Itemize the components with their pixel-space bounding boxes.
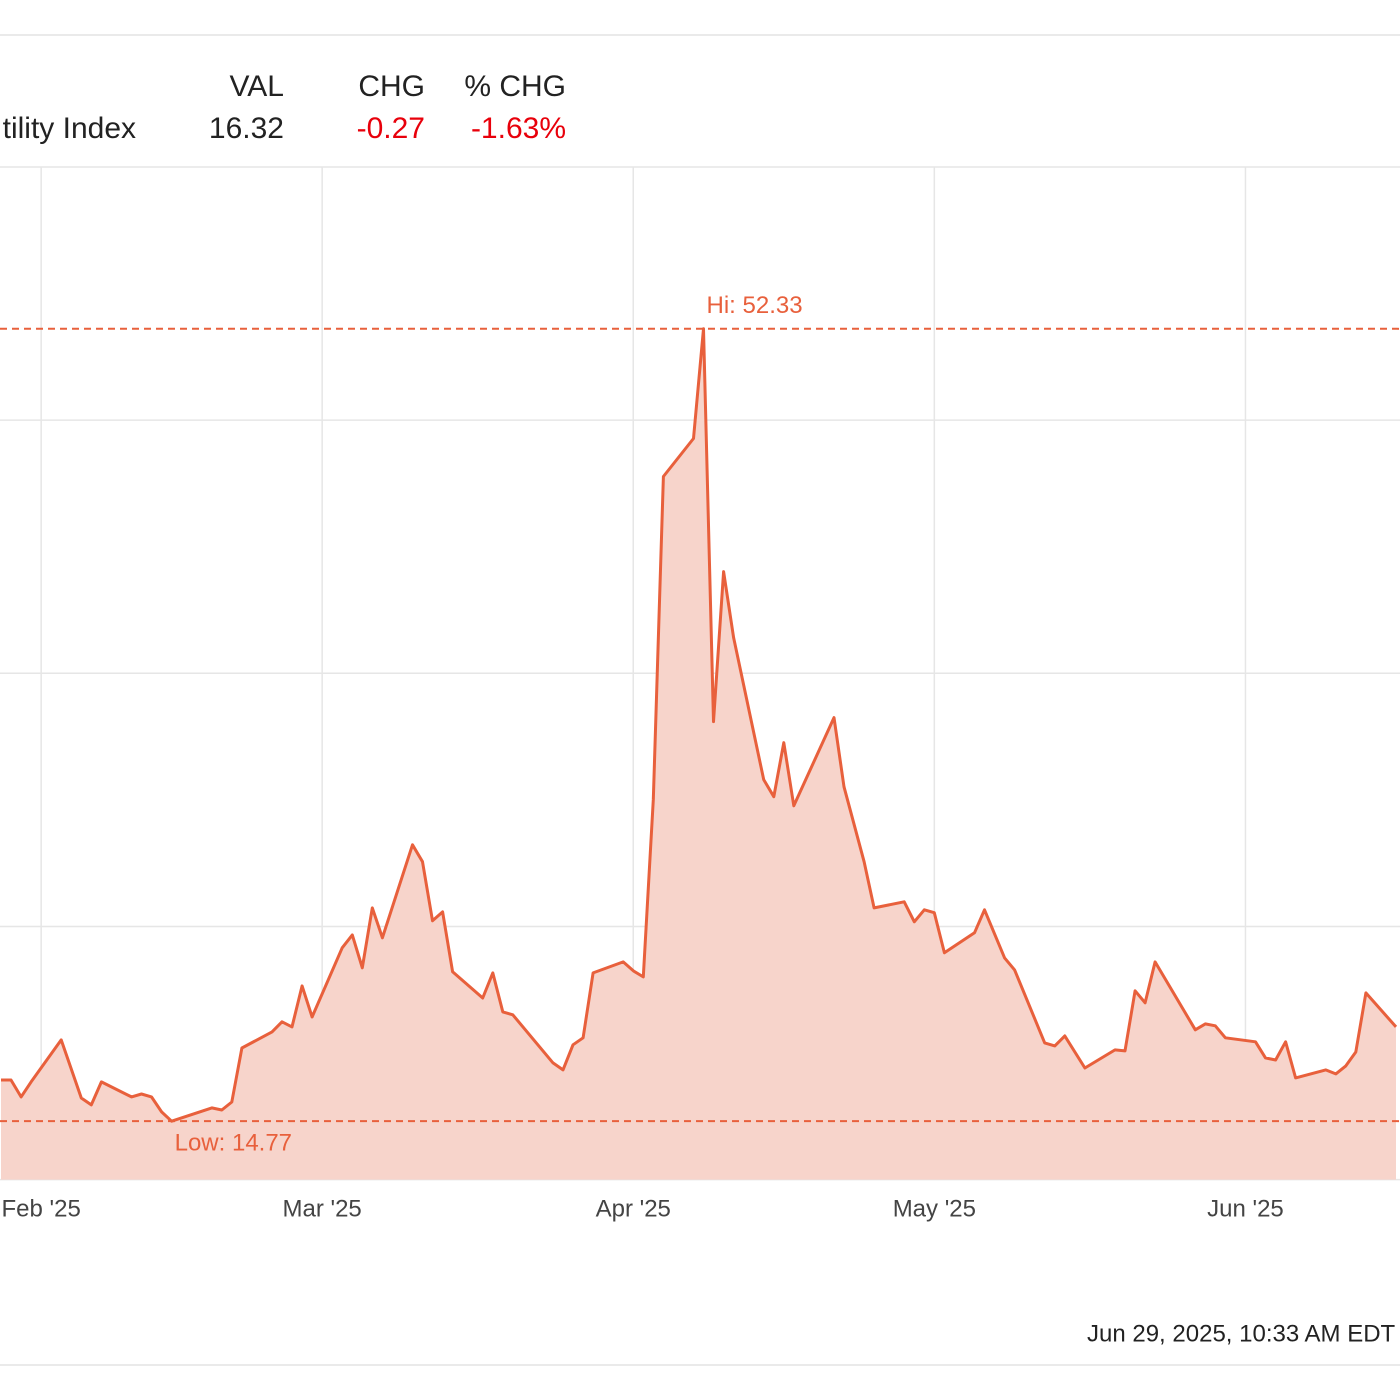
hi-label: Hi: 52.33: [707, 292, 803, 319]
timestamp: Jun 29, 2025, 10:33 AM EDT Po: [1087, 1320, 1400, 1347]
x-tick-label: Apr '25: [596, 1195, 671, 1222]
index-name: tility Index: [3, 112, 136, 145]
x-tick-label: Feb '25: [1, 1195, 80, 1222]
price-line: [1, 327, 1398, 1123]
column-header: % CHG: [464, 70, 566, 103]
area-fill: [1, 328, 1396, 1180]
column-header: VAL: [230, 70, 284, 103]
low-label: Low: 14.77: [175, 1130, 292, 1157]
column-header: CHG: [358, 70, 425, 103]
quote-value: -1.63%: [471, 112, 566, 145]
quote-value: 16.32: [209, 112, 284, 145]
quote-value: -0.27: [357, 112, 425, 145]
x-tick-label: Mar '25: [283, 1195, 362, 1222]
x-tick-label: May '25: [893, 1195, 976, 1222]
x-tick-label: Jun '25: [1207, 1195, 1284, 1222]
